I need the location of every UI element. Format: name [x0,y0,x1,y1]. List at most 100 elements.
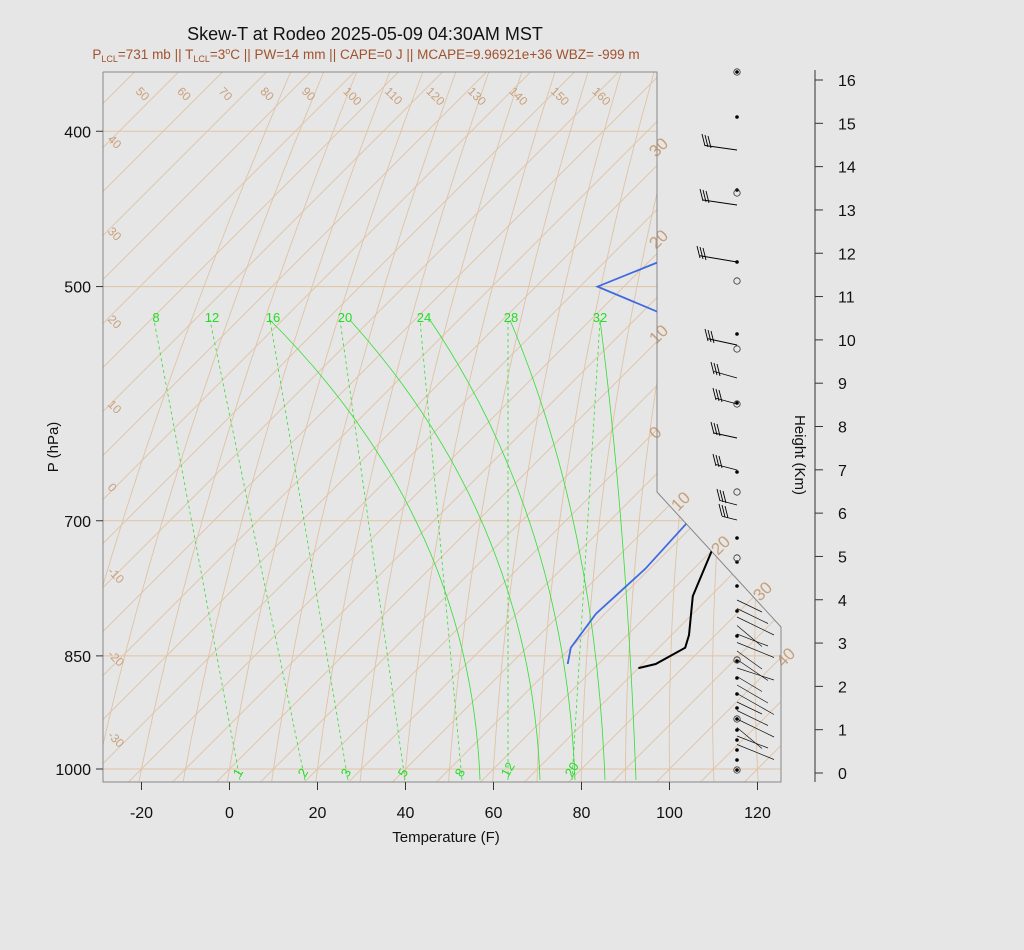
wind-barb-staff [715,397,738,405]
isotherm-line [415,72,781,782]
isotherm-line [856,0,1024,803]
wind-barb-feather [716,363,721,377]
x-tick-label: 0 [225,805,234,822]
wind-barb-feather [701,133,706,147]
wind-barb-low [736,667,775,681]
isotherm-line [103,72,781,782]
isotherm-line [900,0,1024,803]
isotherm-label: 30 [105,224,125,244]
mixing-ratio-label: 12 [205,310,219,325]
isotherm-label: 10 [667,488,694,515]
isotherm-line [103,72,781,782]
isotherm-line [103,72,781,782]
wind-level-dot [735,332,739,336]
temperature-line [638,72,781,670]
x-axis-ticks: -20 0 20 40 60 80 100 120 [130,782,771,822]
calm-wind-circle [733,488,741,496]
isotherm-line [151,72,781,782]
mixing-ratio-label: 32 [593,310,607,325]
isotherm-line [371,72,781,782]
wind-barb-low [736,642,775,658]
plot-frame [102,71,782,783]
dry-adiabat-lines [103,72,781,782]
wind-barb [712,387,738,405]
wind-barb-feather [719,489,724,503]
dry-adiabat-line [103,72,781,782]
isotherm-line [103,72,781,782]
dry-adiabat-line [268,72,781,782]
calm-wind-circle [733,400,741,408]
isotherm-line [103,72,781,782]
isotherm-line [723,72,781,782]
height-tick-label: 16 [838,73,856,90]
wind-barb-low [736,735,769,749]
isotherm-label: 0 [105,480,120,495]
background-labels: 50 60 70 80 90 100 110 120 130 140 150 160403020100… [105,84,799,779]
wind-level-dot [735,758,739,762]
wind-barb-low [736,718,775,738]
dry-adiabat-line [711,72,781,782]
isotherm-line [239,72,781,782]
height-tick-label: 13 [838,203,856,220]
wind-barb-low [736,625,763,647]
isotherm-line [591,72,781,782]
dry-adiabat-line [535,72,781,782]
isotherm-line [195,72,781,782]
wind-level-dot [735,634,739,638]
wind-barb-low [736,659,769,681]
wind-barb-staff [713,371,738,379]
isotherm-line [103,72,781,782]
chart-subtitle: PLCL=731 mb || TLCL=3oC || PW=14 mm || C… [92,46,639,64]
isotherm-label: 130 [465,84,489,108]
wind-barb-low [736,616,775,636]
calm-wind-circle [733,554,741,562]
dry-adiabat-line [625,72,781,782]
x-tick-label: 60 [485,805,503,822]
wind-level-dot [735,692,739,696]
height-tick-label: 6 [838,506,847,523]
calm-wind-circle [733,345,741,353]
height-tick-label: 1 [838,723,847,740]
dry-adiabat-line [446,72,781,782]
height-tick-label: 9 [838,376,847,393]
height-tick-label: 14 [838,160,856,177]
wind-barb-feather [705,190,710,204]
isotherm-label: 20 [105,312,125,332]
wind-level-dot [735,470,739,474]
mixing-ratio-label: 20 [562,759,582,779]
isotherm-line [327,72,781,782]
wind-barb-feather [722,490,727,504]
wind-level-dot [735,728,739,732]
wind-barb-staff [704,145,738,151]
y-tick-label: 850 [64,649,91,666]
mixing-ratio-line [419,319,463,781]
isotherm-label: 10 [645,321,672,348]
wind-level-dot [735,706,739,710]
moist-adiabat-line [349,319,541,781]
calm-wind-circle [733,277,741,285]
isotherm-line [635,72,781,782]
wind-barb [701,133,738,151]
wind-barb-feather [718,389,723,403]
height-tick-label: 4 [838,593,847,610]
isotherm-label: 20 [645,226,672,253]
isotherm-label: 60 [174,84,194,104]
y-axis-label: P (hPa) [45,422,62,473]
wind-barb [716,488,738,506]
calm-wind-circle [733,766,741,774]
mixing-ratio-line [269,319,349,781]
wind-barb-feather [704,134,709,148]
wind-barb-low [736,744,775,760]
isotherm-label: 80 [257,84,277,104]
x-tick-label: 120 [744,805,771,822]
isotherm-line [103,72,781,782]
x-tick-label: 100 [656,805,683,822]
isotherm-line [103,72,781,782]
wind-barb-low [736,608,769,624]
wind-level-dot [735,115,739,119]
moist-adiabat-line [269,319,481,781]
wind-barb-low [736,676,763,692]
isotherm-label: 150 [548,84,572,108]
dry-adiabat-line [580,72,781,782]
